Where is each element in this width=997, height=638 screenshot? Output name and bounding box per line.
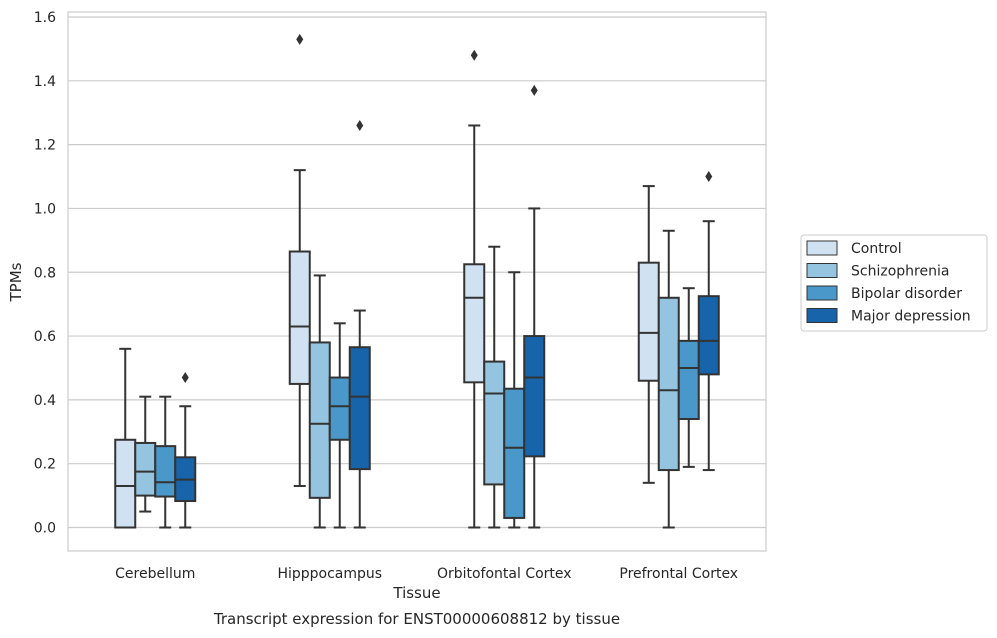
box-groups <box>114 33 720 529</box>
iqr-box <box>308 341 331 499</box>
iqr-box <box>697 295 720 376</box>
y-tick-label: 1.6 <box>34 10 56 26</box>
legend-swatch <box>806 263 838 278</box>
y-tick-label: 0.6 <box>34 329 56 345</box>
x-tick-label: Hipppocampus <box>277 566 382 582</box>
box-3-2 <box>677 287 700 468</box>
outlier-point <box>356 119 364 131</box>
iqr-box <box>637 261 660 382</box>
outlier-point <box>181 372 189 384</box>
iqr-box <box>114 438 137 529</box>
box-2-1 <box>483 245 506 529</box>
iqr-box <box>328 376 351 441</box>
box-2-2 <box>503 271 526 529</box>
box-0-0 <box>114 347 137 529</box>
x-axis-label: Tissue <box>392 584 440 602</box>
x-tick-label: Prefrontal Cortex <box>619 566 738 582</box>
y-tick-labels: 0.0 0.2 0.4 0.6 0.8 1.0 1.2 1.4 1.6 <box>34 10 56 537</box>
iqr-box <box>503 387 526 519</box>
legend-label: Control <box>851 241 902 257</box>
legend-swatch <box>806 240 838 256</box>
iqr-box <box>657 296 680 472</box>
legend-swatch <box>806 308 838 323</box>
x-tick-label: Cerebellum <box>115 566 195 582</box>
y-tick-label: 0.4 <box>34 393 56 409</box>
box-0-3 <box>174 372 197 529</box>
box-1-0 <box>288 33 311 488</box>
legend-label: Bipolar disorder <box>851 286 962 302</box>
outlier-point <box>530 84 538 96</box>
y-tick-label: 1.2 <box>34 138 56 154</box>
y-tick-label: 1.4 <box>34 74 56 90</box>
y-tick-label: 0.8 <box>34 265 56 281</box>
box-1-2 <box>328 322 351 529</box>
outlier-point <box>705 171 713 183</box>
box-2-3 <box>523 84 546 529</box>
iqr-box <box>463 263 486 384</box>
legend-frame <box>800 234 988 332</box>
box-3-3 <box>697 171 720 472</box>
box-3-0 <box>637 185 660 484</box>
legend: Control Schizophrenia Bipolar disorder Majo… <box>800 234 988 332</box>
y-tick-label: 0.2 <box>34 457 56 473</box>
legend-label: Schizophrenia <box>851 264 949 280</box>
box-1-3 <box>348 119 371 529</box>
outlier-point <box>296 33 304 45</box>
iqr-box <box>677 339 700 421</box>
y-tick-label: 0.0 <box>34 521 56 537</box>
iqr-box <box>348 346 371 471</box>
iqr-box <box>288 250 311 385</box>
x-tick-label: Orbitofontal Cortex <box>437 566 572 582</box>
y-tick-label: 1.0 <box>34 201 56 217</box>
x-tick-labels: Cerebellum Hipppocampus Orbitofontal Corte… <box>115 566 738 582</box>
chart-caption: Transcript expression for ENST0000060881… <box>213 610 620 628</box>
legend-swatch <box>806 285 838 301</box>
iqr-box <box>134 441 157 497</box>
y-axis-label: TPMs <box>7 262 25 302</box>
outlier-point <box>470 49 478 61</box>
iqr-box <box>154 445 177 498</box>
iqr-box <box>483 360 506 486</box>
legend-label: Major depression <box>851 309 971 325</box>
box-2-0 <box>463 49 486 529</box>
iqr-box <box>523 335 546 458</box>
box-0-2 <box>154 395 177 529</box>
